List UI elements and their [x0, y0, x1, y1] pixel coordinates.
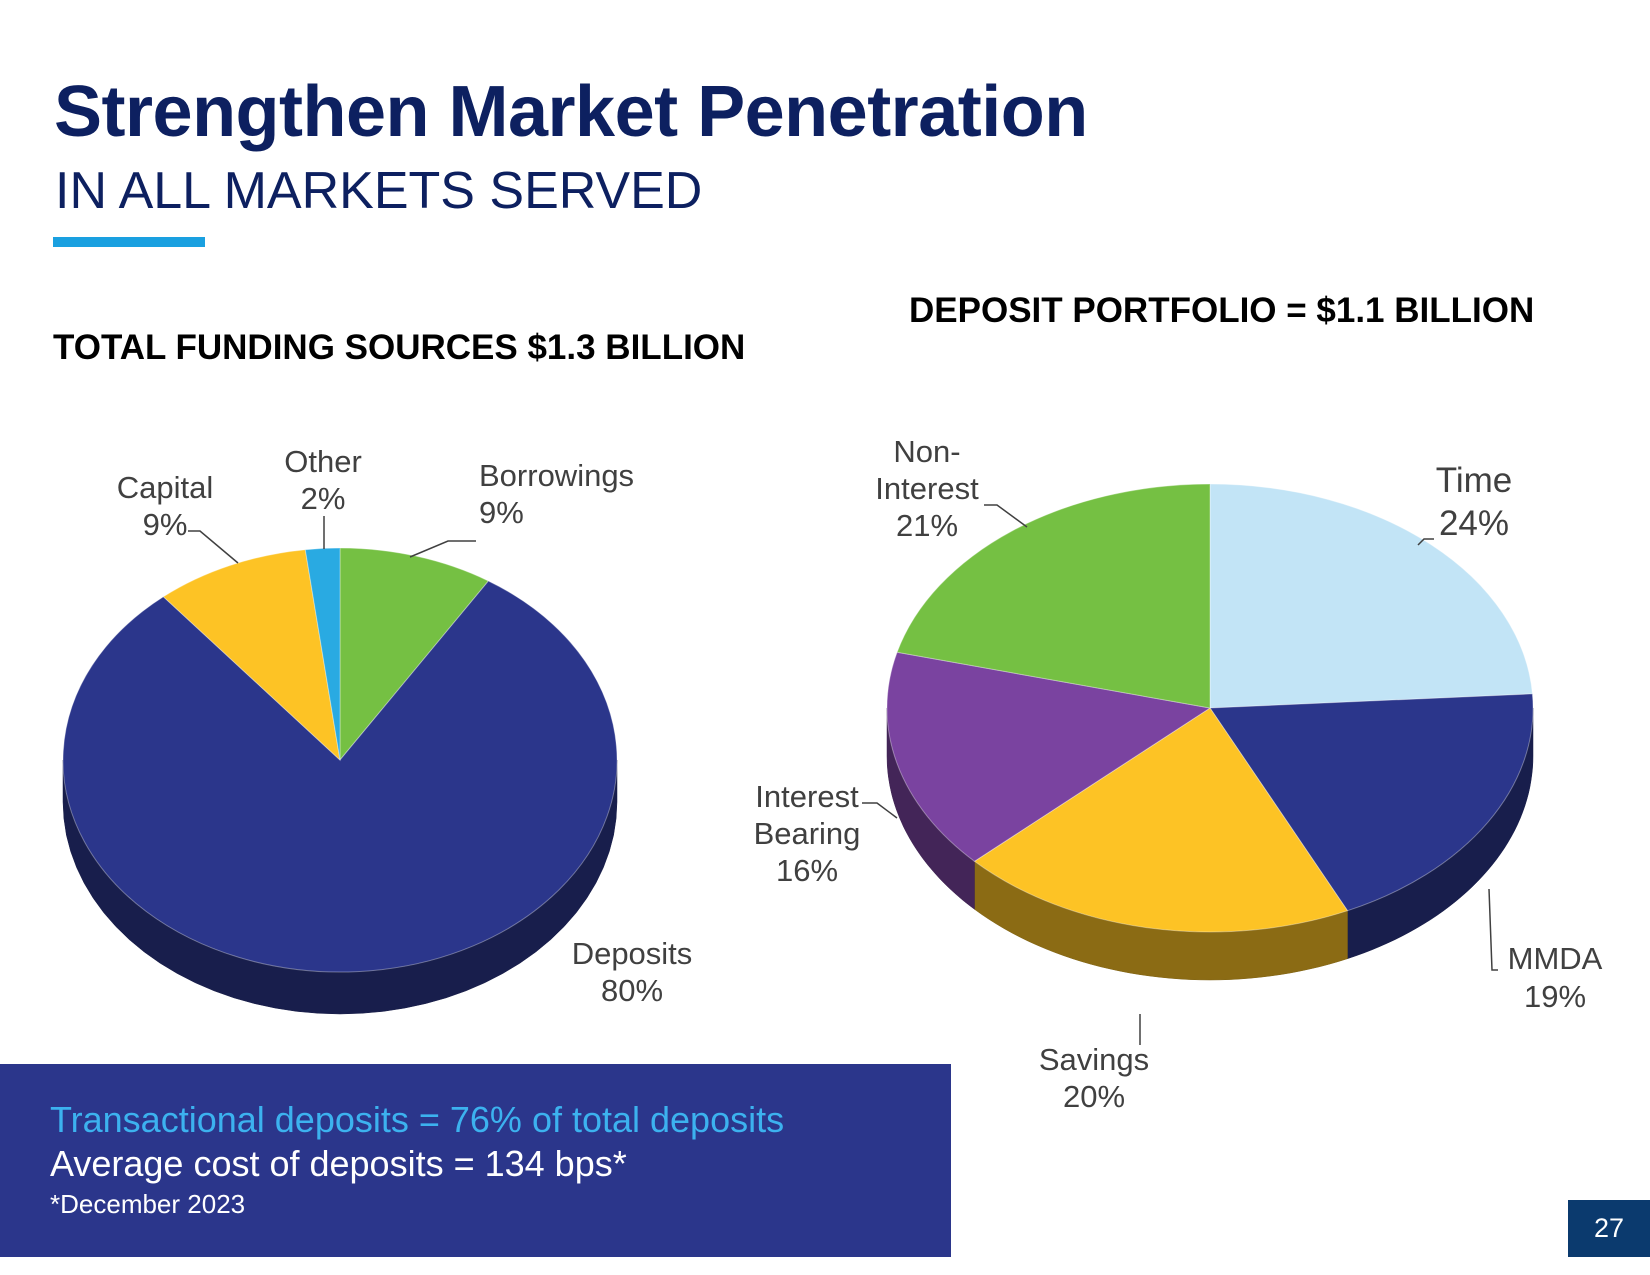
pct-savings: 20% — [1063, 1079, 1125, 1114]
funding-pie — [62, 547, 618, 1015]
label-time: Time — [1436, 461, 1512, 500]
pie-slice-time — [1209, 483, 1533, 709]
pct-other: 2% — [301, 481, 346, 516]
pct-borrowings: 9% — [479, 495, 524, 530]
label-noninterest-1: Non- — [893, 434, 960, 469]
pct-time: 24% — [1439, 504, 1509, 543]
deposit-chart-title: DEPOSIT PORTFOLIO = $1.1 BILLION — [909, 291, 1535, 330]
average-cost-text: Average cost of deposits = 134 bps* — [50, 1143, 627, 1184]
title-accent-bar — [53, 237, 205, 247]
pie-slice-mmda — [1209, 693, 1534, 912]
pct-noninterest: 21% — [896, 508, 958, 543]
leader-interestbearing — [862, 802, 898, 819]
label-savings: Savings — [1039, 1042, 1149, 1077]
label-deposits: Deposits — [572, 936, 693, 971]
pie-slice-other — [304, 547, 341, 761]
info-box: Transactional deposits = 76% of total de… — [0, 1064, 951, 1257]
pie-slice-capital — [162, 549, 341, 762]
leader-capital — [188, 530, 239, 564]
pct-interestbearing: 16% — [776, 853, 838, 888]
pct-mmda: 19% — [1524, 979, 1586, 1014]
leader-mmda — [1488, 888, 1498, 971]
pie-slice-borrowings — [339, 547, 490, 762]
pct-deposits: 80% — [601, 973, 663, 1008]
pie-slice-interest-bearing — [886, 651, 1212, 862]
pie-slice-savings — [973, 707, 1349, 933]
page-title: Strengthen Market Penetration — [54, 72, 1088, 152]
pie-slice-deposits — [62, 580, 618, 973]
label-interestbearing-1: Interest — [755, 779, 859, 814]
deposit-pie — [886, 483, 1534, 981]
leader-noninterest — [984, 504, 1028, 528]
label-borrowings: Borrowings — [479, 458, 634, 493]
label-noninterest-2: Interest — [875, 471, 979, 506]
page-number: 27 — [1568, 1200, 1650, 1257]
transactional-deposits-text: Transactional deposits = 76% of total de… — [50, 1099, 785, 1140]
footnote-date: *December 2023 — [50, 1189, 246, 1219]
label-capital: Capital — [117, 470, 214, 505]
funding-labels: Capital 9% Other 2% Borrowings 9% Deposi… — [117, 444, 693, 1008]
label-other: Other — [284, 444, 362, 479]
page-subtitle: IN ALL MARKETS SERVED — [55, 162, 703, 220]
pie-slice-non-interest — [896, 483, 1211, 709]
leader-borrowings — [409, 540, 476, 558]
label-mmda: MMDA — [1508, 941, 1603, 976]
funding-chart-title: TOTAL FUNDING SOURCES $1.3 BILLION — [53, 328, 746, 367]
leader-time — [1417, 538, 1434, 546]
pct-capital: 9% — [143, 507, 188, 542]
deposit-labels: Non- Interest 21% Time 24% Interest Bear… — [754, 434, 1603, 1114]
label-interestbearing-2: Bearing — [754, 816, 861, 851]
